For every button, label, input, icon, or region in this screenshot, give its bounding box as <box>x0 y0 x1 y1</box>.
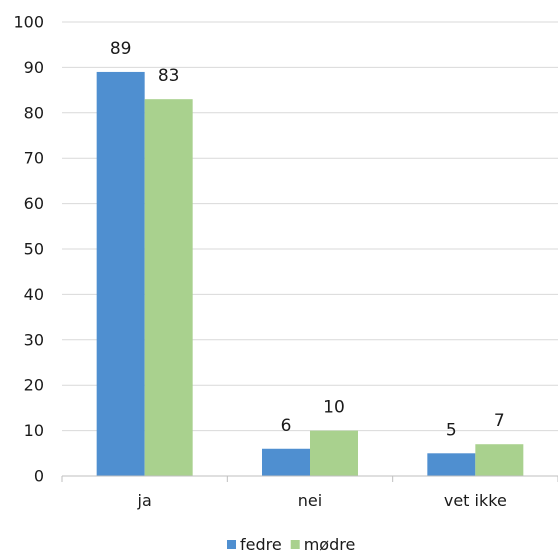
data-label: 5 <box>446 420 457 440</box>
bar-mødre-nei <box>310 430 358 476</box>
y-axis-tick-labels: 0 10 20 30 40 50 60 70 80 90 100 <box>13 13 44 486</box>
legend-label: mødre <box>304 535 356 554</box>
data-labels: 89 83 6 10 5 7 <box>110 39 505 440</box>
y-tick-label: 0 <box>34 467 44 486</box>
x-category-label: ja <box>137 491 152 510</box>
y-tick-label: 70 <box>24 149 44 168</box>
bar-fedre-ja <box>96 71 145 476</box>
y-tick-label: 30 <box>24 330 44 349</box>
data-label: 10 <box>323 398 345 418</box>
y-tick-label: 40 <box>24 285 44 304</box>
y-tick-label: 80 <box>24 103 44 122</box>
data-label: 89 <box>110 39 132 59</box>
data-label: 83 <box>158 66 180 86</box>
x-category-label: vet ikke <box>444 491 507 510</box>
bar-mødre-ja <box>144 99 193 477</box>
x-axis-category-labels: ja nei vet ikke <box>137 491 507 510</box>
y-tick-label: 50 <box>24 240 44 259</box>
bar-mødre-vet ikke <box>475 444 524 476</box>
legend-swatch <box>227 540 236 549</box>
bar-fedre-nei <box>262 448 310 476</box>
y-tick-label: 90 <box>24 58 44 77</box>
x-category-label: nei <box>298 491 322 510</box>
bars <box>96 71 524 477</box>
legend: fedre mødre <box>227 535 355 554</box>
bar-fedre-vet ikke <box>427 453 476 476</box>
y-tick-label: 10 <box>24 421 44 440</box>
data-label: 6 <box>281 416 292 436</box>
y-tick-label: 60 <box>24 194 44 213</box>
data-label: 7 <box>494 411 505 431</box>
legend-label: fedre <box>240 535 282 554</box>
legend-swatch <box>290 540 300 549</box>
y-tick-label: 20 <box>24 376 44 395</box>
x-axis <box>61 475 558 482</box>
y-tick-label: 100 <box>13 13 44 32</box>
